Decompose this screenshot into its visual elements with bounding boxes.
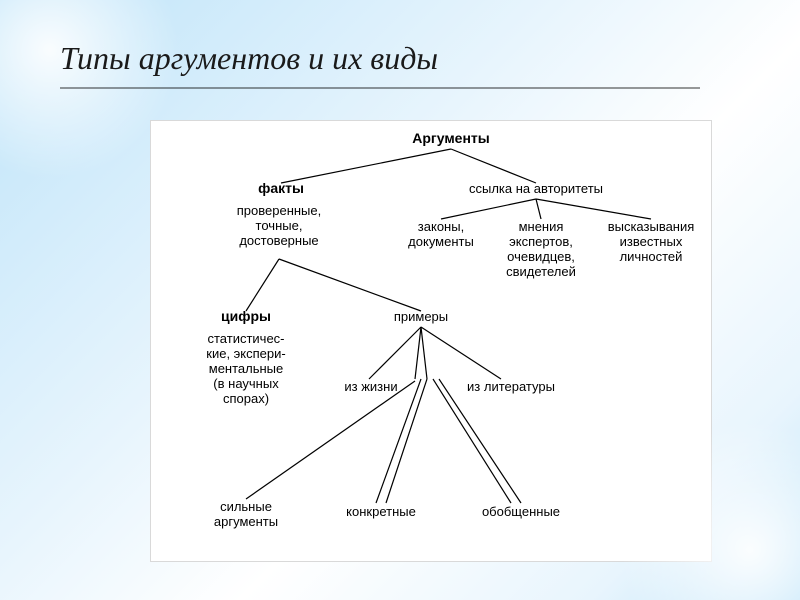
tree-edge — [421, 327, 427, 379]
tree-edge — [279, 259, 421, 311]
tree-edge — [433, 379, 511, 503]
tree-node-facts: факты — [258, 180, 304, 196]
tree-edge — [246, 259, 279, 311]
tree-edge — [246, 381, 415, 499]
tree-edge — [536, 199, 541, 219]
tree-node-digits: цифры — [221, 308, 271, 324]
tree-node-laws: законы,документы — [408, 219, 474, 249]
tree-node-quotes: высказыванияизвестныхличностей — [608, 219, 695, 264]
tree-node-digits_desc: статистичес-кие, экспери-ментальные(в на… — [206, 331, 285, 406]
tree-edge — [441, 199, 536, 219]
tree-node-general: обобщенные — [482, 504, 560, 519]
tree-edge — [281, 149, 451, 183]
tree-node-expert: мненияэкспертов,очевидцев,свидетелей — [506, 219, 576, 279]
tree-edge — [536, 199, 651, 219]
tree-edge — [369, 327, 421, 379]
tree-edge — [415, 327, 421, 379]
tree-node-facts_desc: проверенные,точные,достоверные — [237, 203, 322, 248]
tree-node-root: Аргументы — [412, 130, 490, 146]
tree-edge — [376, 379, 421, 503]
page-title: Типы аргументов и их виды — [60, 40, 700, 89]
tree-edge — [421, 327, 501, 379]
tree-svg: Аргументы факты ссылка на авторитеты провер… — [151, 121, 711, 561]
tree-node-life: из жизни — [344, 379, 397, 394]
tree-node-concrete: конкретные — [346, 504, 416, 519]
tree-node-strong: сильныеаргументы — [214, 499, 278, 529]
tree-node-lit: из литературы — [467, 379, 555, 394]
tree-node-auth: ссылка на авторитеты — [469, 181, 603, 196]
tree-edge — [451, 149, 536, 183]
argument-types-tree: Аргументы факты ссылка на авторитеты провер… — [150, 120, 712, 562]
tree-node-examples: примеры — [394, 309, 448, 324]
tree-edge — [439, 379, 521, 503]
